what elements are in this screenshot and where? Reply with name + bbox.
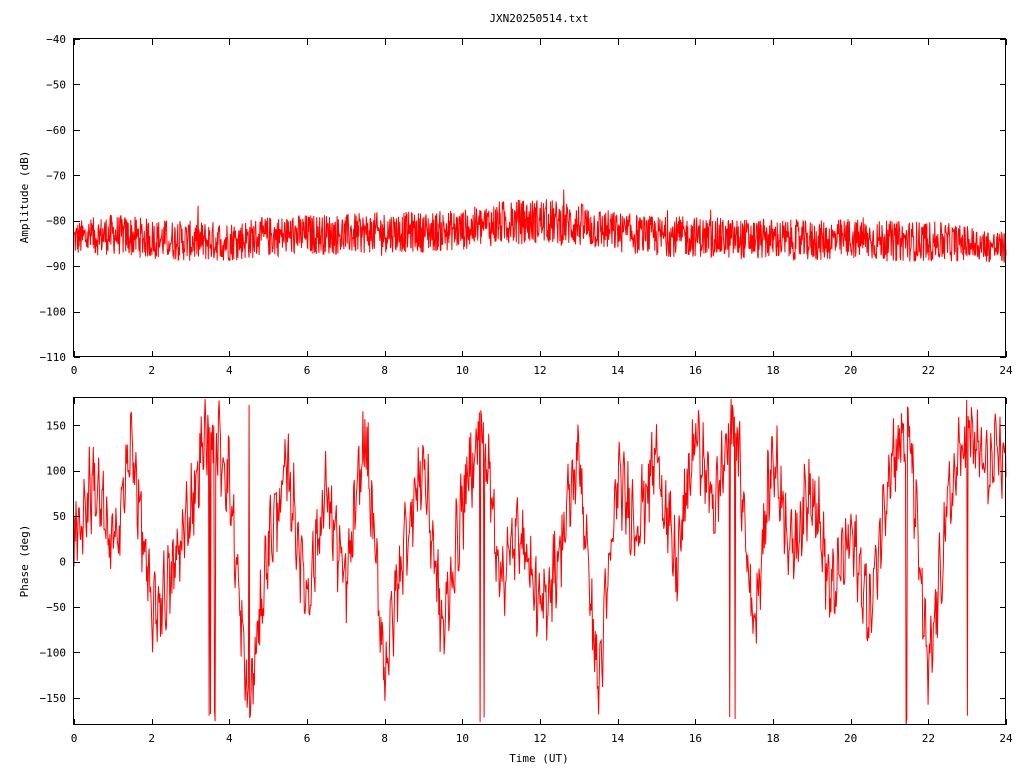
amp-y-tick-label: −50 bbox=[46, 78, 66, 91]
phase-y-tick-label: −100 bbox=[40, 646, 67, 659]
amp-x-tick-label: 8 bbox=[381, 364, 388, 377]
amp-x-tick-label: 22 bbox=[922, 364, 935, 377]
amplitude-y-axis-label: Amplitude (dB) bbox=[18, 151, 31, 244]
amplitude-plot-frame bbox=[73, 38, 1006, 357]
phase-x-tick-label: 16 bbox=[689, 732, 702, 745]
amp-y-tick-label: −110 bbox=[40, 351, 67, 364]
phase-x-tick-label: 6 bbox=[304, 732, 311, 745]
phase-x-tick-label: 2 bbox=[148, 732, 155, 745]
amp-y-tick-label: −90 bbox=[46, 260, 66, 273]
amplitude-panel: 0 2 4 6 8 10 12 14 16 18 20 22 24−40−50−60−70−80−90−… bbox=[18, 33, 1013, 377]
phase-series-line bbox=[73, 398, 1007, 725]
amp-x-tick-label: 2 bbox=[148, 364, 155, 377]
phase-plot-frame bbox=[73, 397, 1006, 725]
phase-y-tick-label: 0 bbox=[59, 556, 66, 569]
phase-y-tick-label: 100 bbox=[46, 465, 66, 478]
amplitude-series bbox=[73, 189, 1007, 263]
phase-y-axis-label: Phase (deg) bbox=[18, 525, 31, 598]
phase-x-tick-label: 10 bbox=[456, 732, 469, 745]
phase-y-tick-label: 150 bbox=[46, 419, 66, 432]
phase-x-tick-label: 8 bbox=[381, 732, 388, 745]
phase-y-tick-label: −150 bbox=[40, 692, 67, 705]
phase-panel: 0 2 4 6 8 10 12 14 16 18 20 22 24150100500−50−100−15… bbox=[18, 397, 1013, 765]
amp-y-tick-label: −40 bbox=[46, 33, 66, 46]
chart-title: JXN20250514.txt bbox=[489, 12, 588, 25]
amp-series-line bbox=[73, 189, 1007, 263]
phase-x-tick-label: 22 bbox=[922, 732, 935, 745]
amp-x-tick-label: 0 bbox=[71, 364, 78, 377]
phase-x-tick-label: 12 bbox=[533, 732, 546, 745]
amp-x-tick-label: 20 bbox=[844, 364, 857, 377]
amp-x-tick-label: 10 bbox=[456, 364, 469, 377]
amp-x-tick-label: 4 bbox=[226, 364, 233, 377]
time-x-axis-label: Time (UT) bbox=[509, 752, 569, 765]
amp-x-tick-label: 18 bbox=[766, 364, 779, 377]
phase-x-tick-label: 24 bbox=[999, 732, 1013, 745]
phase-x-tick-label: 20 bbox=[844, 732, 857, 745]
phase-series bbox=[73, 398, 1007, 725]
phase-axes: 0 2 4 6 8 10 12 14 16 18 20 22 24150100500−50−100−15… bbox=[40, 398, 1013, 745]
amp-x-tick-label: 6 bbox=[304, 364, 311, 377]
amp-y-tick-label: −60 bbox=[46, 124, 66, 137]
amp-y-tick-label: −80 bbox=[46, 215, 66, 228]
phase-x-tick-label: 0 bbox=[71, 732, 78, 745]
phase-x-tick-label: 14 bbox=[611, 732, 625, 745]
amp-y-tick-label: −70 bbox=[46, 169, 66, 182]
amplitude-axes: 0 2 4 6 8 10 12 14 16 18 20 22 24−40−50−60−70−80−90−… bbox=[40, 33, 1013, 377]
amp-x-tick-label: 12 bbox=[533, 364, 546, 377]
phase-y-tick-label: −50 bbox=[46, 601, 66, 614]
phase-y-tick-label: 50 bbox=[53, 510, 66, 523]
phase-x-tick-label: 4 bbox=[226, 732, 233, 745]
phase-x-tick-label: 18 bbox=[766, 732, 779, 745]
amp-y-tick-label: −100 bbox=[40, 306, 67, 319]
amp-x-tick-label: 16 bbox=[689, 364, 702, 377]
amp-x-tick-label: 24 bbox=[999, 364, 1013, 377]
amp-x-tick-label: 14 bbox=[611, 364, 625, 377]
